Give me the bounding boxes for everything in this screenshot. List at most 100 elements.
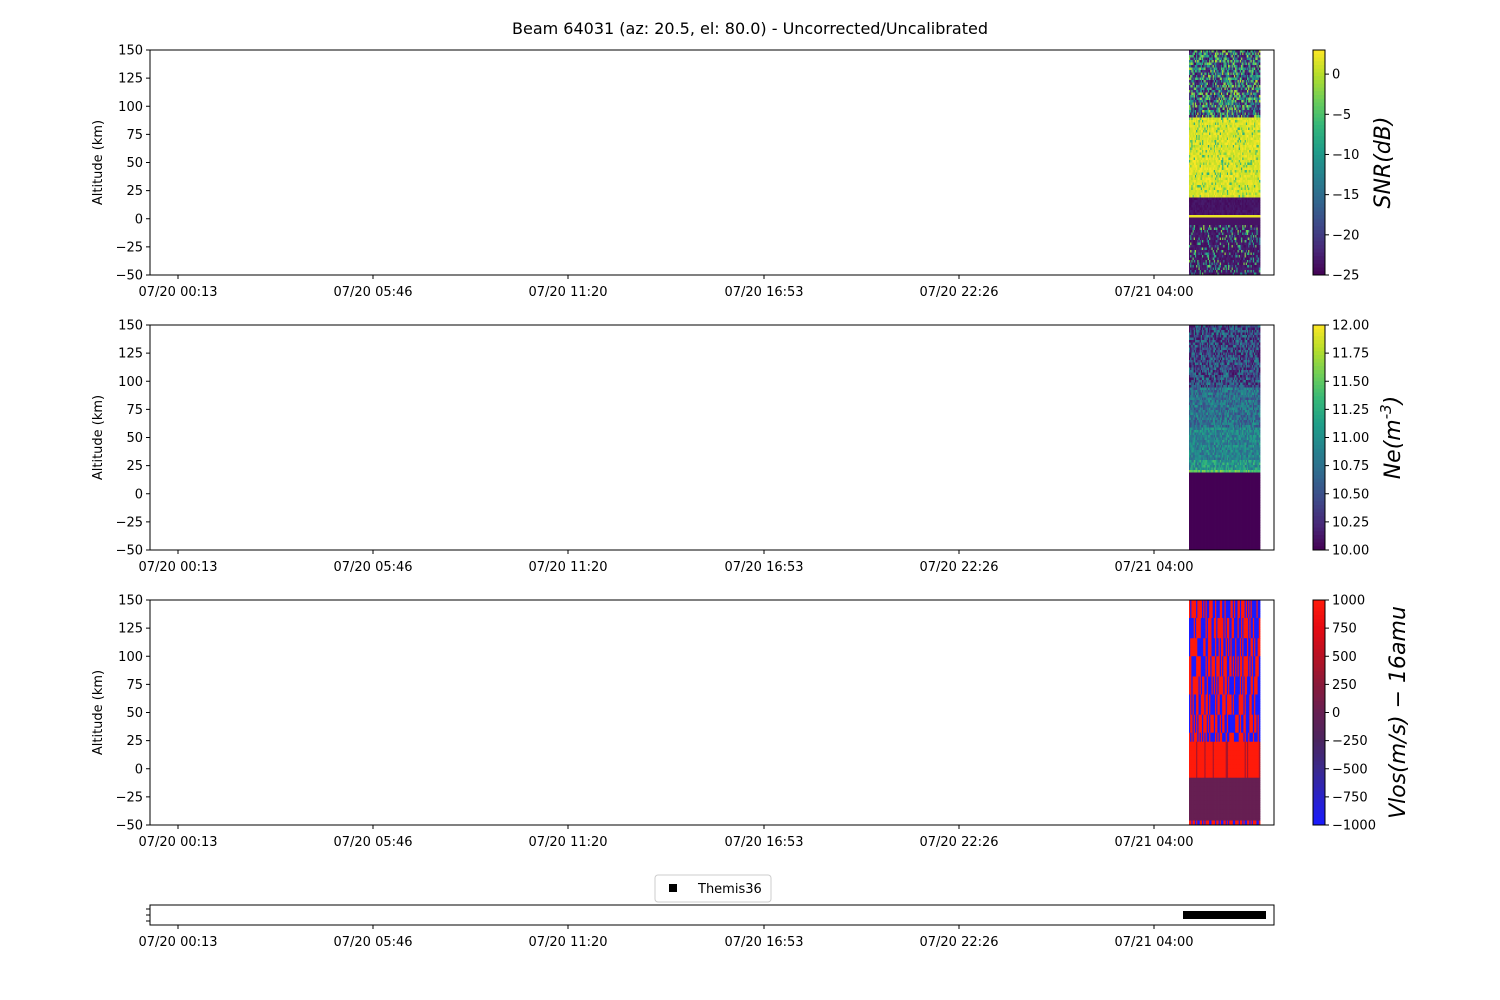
heatmap-cell	[1235, 240, 1237, 243]
heatmap-cell	[1238, 237, 1241, 241]
heatmap-cell	[1220, 212, 1223, 216]
heatmap-cell	[1244, 140, 1247, 143]
heatmap-cell	[1233, 157, 1236, 161]
heatmap-cell	[1233, 160, 1236, 163]
heatmap-cell	[1191, 57, 1193, 61]
heatmap-cell	[1206, 215, 1209, 218]
heatmap-cell	[1239, 217, 1242, 221]
heatmap-cell	[1192, 85, 1195, 88]
heatmap-cell	[1194, 142, 1197, 146]
heatmap-cell	[1230, 102, 1232, 106]
heatmap-cell	[1217, 197, 1219, 201]
heatmap-cell	[1245, 107, 1248, 111]
heatmap-cell	[1251, 50, 1254, 53]
heatmap-cell	[1219, 90, 1222, 93]
heatmap-cell	[1210, 175, 1212, 178]
heatmap-cell	[1256, 70, 1259, 73]
heatmap-cell	[1241, 162, 1243, 166]
heatmap-cell	[1241, 57, 1243, 61]
heatmap-cell	[1239, 57, 1242, 61]
heatmap-cell	[1251, 177, 1254, 181]
heatmap-cell	[1229, 70, 1231, 73]
heatmap-cell	[1222, 152, 1224, 156]
heatmap-cell	[1207, 212, 1210, 216]
heatmap-cell	[1255, 117, 1257, 121]
heatmap-cell	[1191, 75, 1193, 78]
heatmap-cell	[1197, 255, 1199, 258]
heatmap-cell	[1224, 237, 1227, 241]
heatmap-cell	[1200, 202, 1203, 206]
heatmap-cell	[1256, 195, 1259, 198]
heatmap-cell	[1198, 50, 1201, 53]
heatmap-cell	[1192, 220, 1195, 223]
heatmap-cell	[1203, 70, 1205, 73]
heatmap-cell	[1192, 215, 1195, 218]
heatmap-cell	[1199, 247, 1202, 251]
heatmap-cell	[1229, 245, 1231, 248]
heatmap-cell	[1215, 85, 1217, 88]
heatmap-cell	[1190, 95, 1192, 98]
heatmap-cell	[1200, 110, 1203, 113]
heatmap-cell	[1226, 207, 1229, 211]
heatmap-cell	[1206, 150, 1209, 153]
heatmap-cell	[1212, 190, 1215, 193]
heatmap-cell	[1225, 60, 1228, 63]
heatmap-cell	[1189, 242, 1191, 246]
heatmap-cell	[1256, 132, 1259, 136]
heatmap-cell	[1226, 165, 1229, 168]
heatmap-cell	[1211, 252, 1214, 256]
heatmap-cell	[1190, 57, 1192, 61]
heatmap-cell	[1232, 120, 1235, 123]
heatmap-cell	[1219, 205, 1222, 208]
heatmap-cell	[1198, 57, 1201, 61]
heatmap-cell	[1210, 102, 1212, 106]
heatmap-cell	[1250, 120, 1253, 123]
heatmap-cell	[1209, 225, 1211, 228]
heatmap-cell	[1215, 65, 1217, 68]
heatmap-cell	[1255, 137, 1257, 141]
heatmap-cell	[1196, 227, 1198, 231]
heatmap-cell	[1236, 152, 1238, 156]
heatmap-cell	[1256, 205, 1259, 208]
heatmap-cell	[1210, 52, 1212, 56]
heatmap-cell	[1226, 235, 1229, 238]
heatmap-cell	[1213, 235, 1216, 238]
heatmap-cell	[1233, 190, 1236, 193]
heatmap-cell	[1242, 207, 1244, 211]
heatmap-cell	[1236, 240, 1238, 243]
heatmap-cell	[1232, 62, 1235, 66]
heatmap-cell	[1216, 172, 1218, 176]
heatmap-cell	[1217, 67, 1219, 71]
heatmap-cell	[1257, 72, 1260, 76]
heatmap-cell	[1246, 180, 1249, 183]
heatmap-cell	[1224, 252, 1227, 256]
heatmap-cell	[1249, 222, 1251, 226]
heatmap-cell	[1207, 112, 1210, 116]
heatmap-cell	[1197, 65, 1199, 68]
heatmap-cell	[1202, 185, 1204, 188]
heatmap-cell	[1228, 137, 1230, 141]
heatmap-cell	[1203, 142, 1205, 146]
heatmap-cell	[1210, 70, 1212, 73]
heatmap-cell	[1212, 135, 1215, 138]
heatmap-cell	[1224, 117, 1227, 121]
heatmap-cell	[1215, 180, 1217, 183]
heatmap-cell	[1202, 182, 1204, 186]
heatmap-cell	[1216, 230, 1218, 233]
heatmap-cell	[1226, 212, 1229, 216]
heatmap-cell	[1238, 142, 1241, 146]
heatmap-cell	[1203, 235, 1205, 238]
heatmap-cell	[1226, 232, 1229, 236]
heatmap-cell	[1237, 185, 1240, 188]
heatmap-cell	[1249, 185, 1251, 188]
heatmap-cell	[1232, 112, 1235, 116]
heatmap-cell	[1197, 112, 1199, 116]
heatmap-cell	[1191, 117, 1193, 121]
heatmap-cell	[1202, 52, 1204, 56]
heatmap-cell	[1229, 137, 1231, 141]
heatmap-cell	[1226, 187, 1229, 191]
heatmap-cell	[1230, 217, 1232, 221]
heatmap-cell	[1210, 222, 1212, 226]
heatmap-cell	[1218, 87, 1221, 91]
heatmap-cell	[1205, 140, 1208, 143]
